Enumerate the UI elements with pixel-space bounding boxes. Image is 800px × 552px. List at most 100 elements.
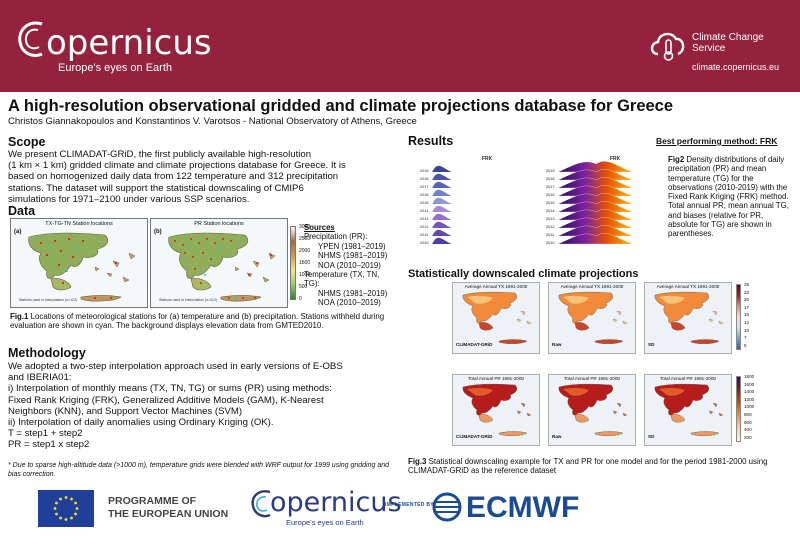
ecmwf-globe-icon — [432, 492, 462, 522]
tx-colorbar-tick: 5 — [744, 342, 747, 348]
tg-density-ridge — [557, 217, 635, 229]
eu-star — [53, 507, 57, 510]
ridge-density-plot: 2019 2019 2018 2018 2017 2017 2016 2016 2015 2015… — [420, 161, 635, 245]
tg-density-ridge — [557, 161, 635, 173]
methodology-heading: Methodology — [8, 346, 86, 360]
greece-elevation-map-a — [28, 232, 136, 302]
map-title: Average Annual TX 1981-2000 — [464, 284, 528, 289]
method-line: and IBERIA01: — [8, 372, 72, 384]
map-b-tag: (b) — [154, 229, 162, 235]
tg-density-ridge — [557, 177, 635, 189]
fig1-label: Fig.1 — [10, 312, 29, 321]
pr-density-ridge — [431, 221, 488, 229]
greece-map — [654, 291, 724, 344]
greece-map — [462, 383, 532, 436]
map-label: Raw — [552, 434, 562, 439]
scope-line: (1 km × 1 km) gridded climate and climat… — [8, 160, 346, 172]
eu-star — [59, 516, 62, 520]
tx-map-sd: Average Annual TX 1981-2000 SD — [644, 282, 732, 354]
eu-stars-icon — [53, 496, 79, 521]
scope-line: We present CLIMADAT-GRiD, the first publ… — [8, 149, 312, 160]
ridge-year-label: 2013 — [546, 217, 554, 221]
ridge-year-label: 2012 — [546, 225, 554, 229]
fig3-caption: Fig.3 Statistical downscaling example fo… — [408, 457, 788, 476]
map-a-title: TX-TG-TN Station locations — [45, 221, 113, 227]
pr-density-ridge — [431, 165, 488, 173]
ridge-year-label: 2018 — [420, 177, 428, 181]
pr-map-raw: Total Annual PR 1981-2000 Raw — [548, 374, 636, 446]
eu-star — [55, 512, 58, 516]
scope-line: based on homogenized daily data from 122… — [8, 171, 339, 183]
elev-tick: 2000 — [299, 248, 311, 254]
fig2-text: Density distributions of daily precipita… — [668, 155, 789, 239]
map-a-note: Stations used in interpolation (n=122) — [19, 298, 78, 302]
fig1-caption: Fig.1 Locations of meteorological statio… — [10, 312, 390, 331]
tx-map-raw: Average Annual TX 1981-2000 Raw — [548, 282, 636, 354]
ecmwf-wordmark: ECMWF — [466, 491, 580, 524]
elev-tick: 1500 — [299, 260, 311, 266]
station-map-a: TX-TG-TN Station locations (a) Stations … — [10, 218, 148, 308]
pr-colorbar-tick: 1600 — [744, 381, 755, 387]
copernicus-footer-logo: opernicus Europe's eyes on Earth — [251, 488, 402, 527]
sources-heading: Sources — [304, 223, 335, 232]
ridge-year-label: 2013 — [420, 217, 428, 221]
ridge-year-label: 2011 — [546, 233, 554, 237]
map-title: Total Annual PR 1981-2000 — [468, 376, 524, 381]
map-label: SD — [648, 342, 655, 347]
results-heading: Results — [408, 134, 454, 148]
eu-star — [55, 501, 58, 505]
fig2-caption: Fig2 Density distributions of daily prec… — [668, 155, 794, 239]
tx-colorbar-tick: 7 — [744, 335, 747, 341]
pr-colorbar-tick: 800 — [744, 412, 752, 417]
eu-star — [74, 512, 77, 516]
map-label: Raw — [552, 342, 562, 347]
pr-colorbar-tick: 400 — [744, 427, 752, 433]
ridge-year-label: 2010 — [546, 241, 554, 245]
greece-map — [654, 383, 724, 436]
eu-star — [70, 497, 73, 501]
cloud-thermometer-icon — [650, 32, 685, 61]
tx-colorbar — [736, 284, 741, 350]
pr-density-ridge — [431, 213, 488, 221]
greece-map — [462, 291, 532, 344]
fig1-text: Locations of meteorological stations for… — [10, 312, 385, 331]
greece-map — [558, 291, 628, 344]
sources-list: Sources Precipitation (PR): YPEN (1981–2… — [304, 223, 387, 308]
tx-colorbar-tick: 15 — [744, 312, 750, 318]
source-line: Precipitation (PR): — [304, 232, 368, 242]
tg-density-ridge — [557, 193, 635, 205]
authors-line: Christos Giannakopoulos and Konstantinos… — [8, 116, 417, 127]
tx-colorbar-tick: 12 — [744, 320, 750, 325]
source-line: NOA (2010–2019) — [318, 260, 381, 270]
map-title: Total Annual PR 1981-2000 — [660, 376, 716, 381]
method-line: PR = step1 x step2 — [8, 439, 90, 451]
scope-text: We present CLIMADAT-GRiD, the first publ… — [8, 149, 400, 205]
copernicus-tagline: Europe's eyes on Earth — [58, 62, 173, 74]
ridge-year-label: 2019 — [546, 169, 554, 173]
tx-colorbar-tick: 10 — [744, 327, 750, 333]
source-line: NHMS (1981–2019) — [318, 251, 388, 261]
best-method: Best performing method: FRK — [656, 136, 778, 146]
copernicus-wordmark: opernicus — [46, 23, 212, 63]
source-line: TG): — [304, 279, 320, 289]
ccs-url[interactable]: climate.copernicus.eu — [692, 62, 780, 72]
copernicus-footer-tagline: Europe's eyes on Earth — [286, 518, 364, 527]
tg-density-ridge — [557, 201, 635, 213]
source-line: YPEN (1981–2019) — [318, 241, 386, 251]
map-label: SD — [648, 434, 655, 439]
methodology-text: We adopted a two-step interpolation appr… — [8, 361, 400, 451]
ridge-year-label: 2012 — [420, 225, 428, 229]
eu-flag-icon — [38, 490, 94, 527]
ridge-year-label: 2017 — [420, 185, 428, 189]
pr-density-ridge — [431, 197, 488, 205]
source-line: NOA (2010–2019) — [318, 298, 381, 308]
method-line: ii) Interpolation of daily anomalies usi… — [8, 417, 274, 429]
fig3-text: Statistical downscaling example for TX a… — [408, 457, 768, 476]
ridge-year-label: 2018 — [546, 177, 554, 181]
fig3-label: Fig.3 — [408, 457, 427, 466]
elev-tick: 3000 — [299, 224, 311, 230]
method-line: i) Interpolation of monthly means (TX, T… — [8, 383, 332, 395]
pr-colorbar-tick: 200 — [744, 434, 752, 440]
tg-density-ridge — [557, 169, 635, 181]
eu-line-1: PROGRAMME OF — [108, 495, 197, 507]
